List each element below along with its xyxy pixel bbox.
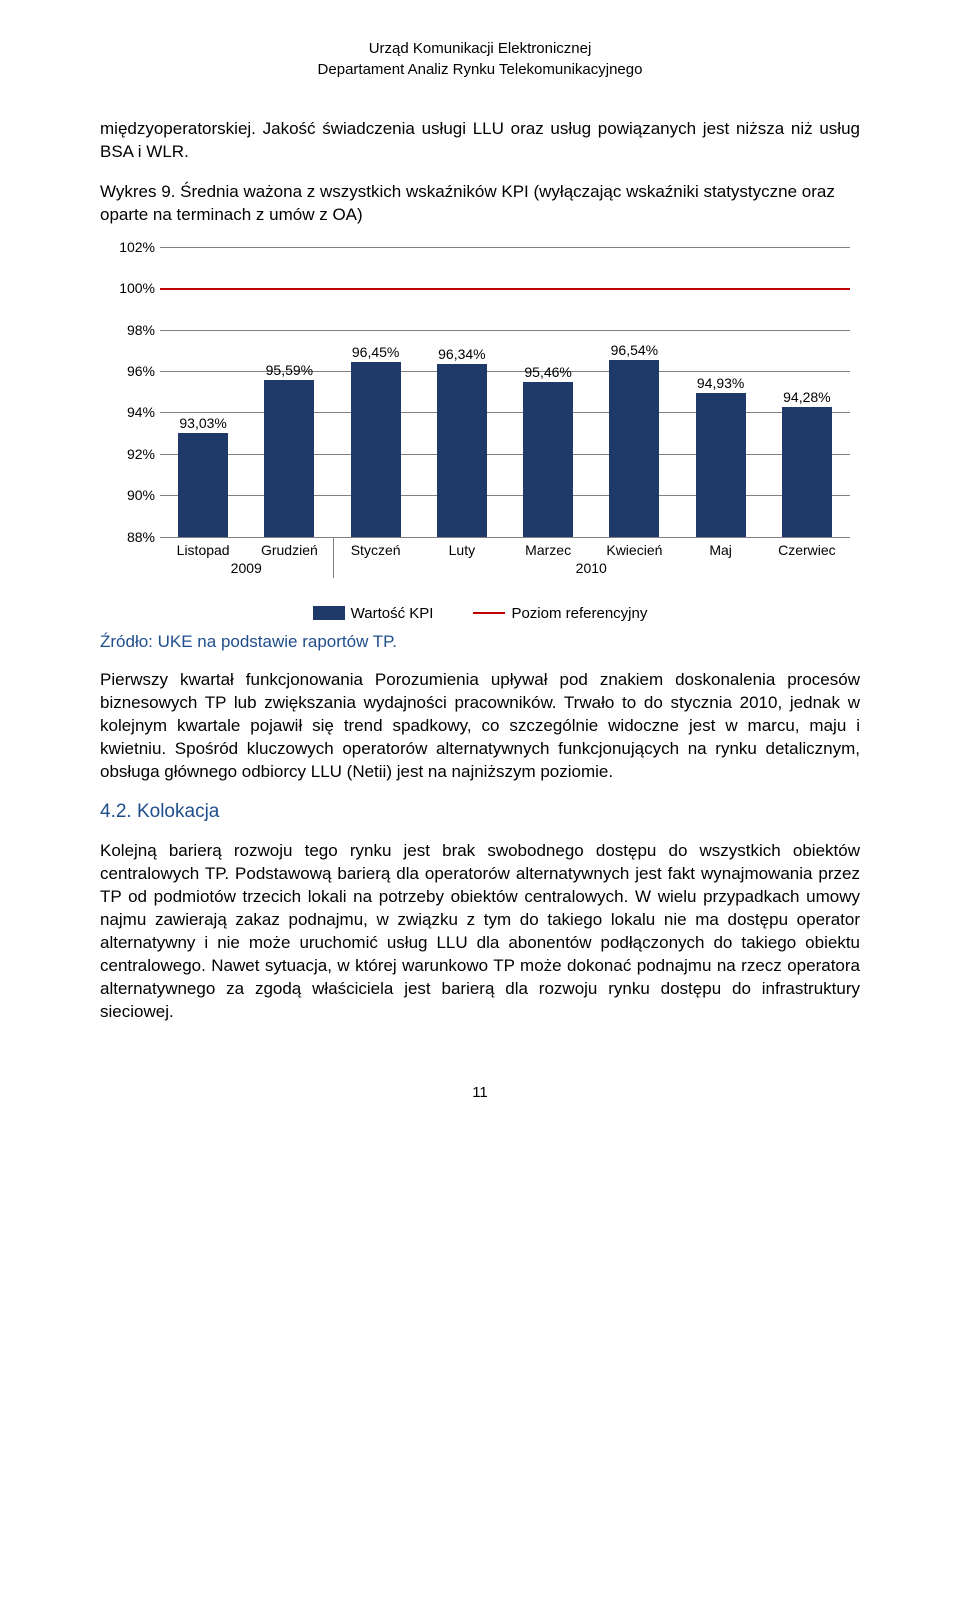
bar	[351, 362, 401, 537]
x-tick-label: Czerwiec	[778, 542, 836, 559]
bar-value-label: 95,46%	[524, 364, 571, 380]
legend-swatch-line	[473, 612, 505, 614]
x-tick-label: Styczeń	[351, 542, 401, 559]
bar	[696, 393, 746, 537]
bar	[178, 433, 228, 537]
bar-value-label: 94,93%	[697, 375, 744, 391]
x-tick-label: Luty	[449, 542, 475, 559]
bar-value-label: 94,28%	[783, 389, 830, 405]
legend-series-label: Wartość KPI	[351, 605, 434, 622]
y-tick-label: 96%	[100, 363, 155, 379]
x-tick-label: Marzec	[525, 542, 571, 559]
section-body: Kolejną barierą rozwoju tego rynku jest …	[100, 840, 860, 1024]
legend-reference: Poziom referencyjny	[473, 605, 647, 622]
x-tick-label: Kwiecień	[606, 542, 662, 559]
y-tick-label: 88%	[100, 529, 155, 545]
y-tick-label: 98%	[100, 322, 155, 338]
x-group-label: 2009	[231, 560, 262, 576]
bar-value-label: 95,59%	[266, 362, 313, 378]
x-tick-label: Listopad	[177, 542, 230, 559]
chart-legend: Wartość KPI Poziom referencyjny	[100, 605, 860, 622]
y-tick-label: 90%	[100, 487, 155, 503]
bar	[782, 407, 832, 537]
page-number: 11	[100, 1084, 860, 1101]
bar-value-label: 96,45%	[352, 344, 399, 360]
bar	[609, 360, 659, 537]
section-heading: 4.2. Kolokacja	[100, 801, 860, 823]
x-group-divider	[333, 538, 334, 578]
chart-source: Źródło: UKE na podstawie raportów TP.	[100, 632, 860, 652]
chart-caption: Wykres 9. Średnia ważona z wszystkich ws…	[100, 181, 860, 227]
x-group-label: 2010	[576, 560, 607, 576]
legend-ref-label: Poziom referencyjny	[511, 605, 647, 622]
y-tick-label: 92%	[100, 446, 155, 462]
bar	[523, 382, 573, 537]
bar-value-label: 93,03%	[179, 415, 226, 431]
post-chart-paragraph: Pierwszy kwartał funkcjonowania Porozumi…	[100, 669, 860, 784]
reference-line	[160, 288, 850, 290]
intro-paragraph: międzyoperatorskiej. Jakość świadczenia …	[100, 118, 860, 164]
legend-series: Wartość KPI	[313, 605, 434, 622]
header-dept: Departament Analiz Rynku Telekomunikacyj…	[100, 61, 860, 78]
y-tick-label: 102%	[100, 239, 155, 255]
x-tick-label: Grudzień	[261, 542, 318, 559]
legend-swatch-bar	[313, 606, 345, 620]
bar	[437, 364, 487, 537]
x-tick-label: Maj	[709, 542, 732, 559]
bar-value-label: 96,34%	[438, 346, 485, 362]
bar-value-label: 96,54%	[611, 342, 658, 358]
bar	[264, 380, 314, 537]
kpi-chart: 88% 90% 92% 94% 96% 98% 100% 102% 93,03% 95,59% 96…	[100, 237, 860, 622]
y-tick-label: 100%	[100, 280, 155, 296]
y-tick-label: 94%	[100, 404, 155, 420]
header-org: Urząd Komunikacji Elektronicznej	[100, 40, 860, 57]
